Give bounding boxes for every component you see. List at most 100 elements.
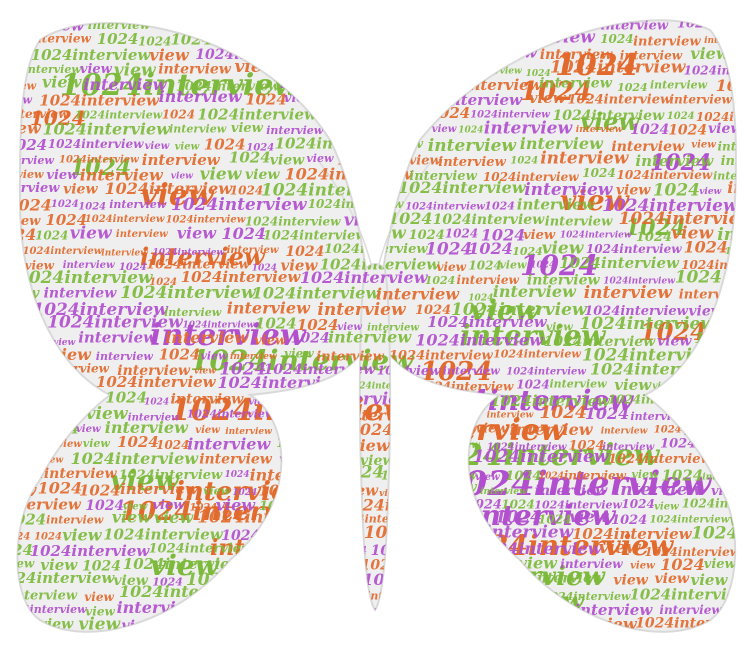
- word-cloud-word: 1024: [252, 264, 277, 274]
- word-cloud-word: 1024: [408, 621, 433, 631]
- word-cloud-word: 1024: [625, 215, 686, 241]
- word-cloud-word: 1024interview: [602, 196, 739, 216]
- word-cloud-word: view: [114, 60, 157, 80]
- word-cloud-word: 1024interview: [166, 215, 246, 226]
- word-cloud-word: 1024: [516, 378, 549, 392]
- word-cloud-word: interview: [581, 5, 639, 18]
- word-cloud-word: view: [708, 121, 743, 137]
- word-cloud-word: 1024: [0, 246, 20, 257]
- word-cloud-word: view: [331, 123, 359, 136]
- word-cloud-word: interview: [697, 406, 750, 424]
- word-cloud-word: 1024interview: [48, 137, 144, 151]
- word-cloud-word: interview: [230, 352, 277, 362]
- word-cloud-word: 1024interview: [190, 344, 414, 377]
- word-cloud-word: view: [239, 564, 261, 574]
- word-cloud-word: 1024: [0, 456, 17, 466]
- word-cloud-word: interview: [718, 140, 750, 154]
- word-cloud-word: 1024interview: [584, 304, 688, 319]
- word-cloud-word: 1024: [468, 259, 501, 273]
- right-antenna: [377, 159, 433, 269]
- word-cloud-word: 1024interview: [233, 20, 305, 30]
- word-cloud-word: interview: [227, 299, 311, 318]
- word-cloud-word: interview: [412, 629, 496, 648]
- word-cloud-word: interview: [150, 318, 307, 353]
- word-cloud-word: view: [112, 507, 153, 526]
- word-cloud-word: 1024: [737, 97, 750, 107]
- word-cloud-word: 1024: [660, 555, 705, 574]
- word-cloud-word: 1024: [326, 646, 365, 662]
- word-cloud-word: 1024: [51, 199, 79, 210]
- word-cloud-word: 1024: [502, 576, 527, 586]
- word-cloud-word: 1024: [3, 531, 31, 542]
- word-cloud-word: 1024interview: [39, 92, 160, 110]
- word-cloud-word: view: [201, 349, 229, 362]
- word-cloud-word: 1024: [82, 559, 121, 575]
- word-cloud-word: interview: [520, 134, 604, 153]
- word-cloud-word: 1024: [119, 262, 147, 273]
- word-cloud-word: view: [337, 322, 362, 333]
- word-cloud-word: 1024: [6, 136, 48, 154]
- word-cloud-word: 1024interview: [682, 497, 750, 511]
- word-cloud-word: 1024: [510, 156, 538, 167]
- word-cloud-word: interview: [426, 411, 478, 422]
- word-cloud-word: 1024: [415, 303, 451, 318]
- word-cloud-word: view: [470, 294, 540, 327]
- word-cloud-word: view: [691, 140, 716, 151]
- word-cloud-word: interview: [550, 378, 608, 391]
- word-cloud-word: interview: [44, 286, 118, 302]
- word-cloud-word: interview: [540, 149, 630, 169]
- word-cloud-word: view: [546, 320, 574, 333]
- word-cloud-word: 1024interview: [630, 586, 750, 604]
- word-cloud-word: 1024interview: [339, 636, 411, 646]
- word-cloud-word: view: [295, 532, 320, 543]
- word-cloud-word: interview: [88, 18, 151, 32]
- word-cloud-word: 1024interview: [88, 646, 209, 664]
- word-cloud-word: 1024interview: [506, 367, 586, 378]
- word-cloud-word: 1024interview: [590, 359, 719, 378]
- word-cloud-word: 1024: [585, 404, 630, 423]
- word-cloud-word: 1024: [219, 360, 266, 380]
- word-cloud-word: 1024: [582, 166, 615, 180]
- word-cloud-word: 1024interview: [579, 314, 716, 334]
- word-cloud-word: view: [306, 152, 334, 165]
- word-cloud-word: view: [476, 422, 509, 437]
- word-cloud-word: 1024interview: [30, 542, 151, 560]
- word-cloud-word: interview: [440, 23, 492, 34]
- word-cloud-word: 1024interview: [245, 214, 341, 228]
- word-cloud-word: 1024: [650, 150, 711, 176]
- word-cloud-word: 1024interview: [603, 276, 675, 286]
- word-cloud-word: interview: [560, 557, 623, 571]
- word-cloud-word: 1024: [0, 541, 33, 559]
- word-cloud-word: interview: [4, 375, 88, 394]
- word-cloud-word: interview: [635, 152, 714, 170]
- word-cloud-word: view: [632, 468, 660, 481]
- word-cloud-word: interview: [158, 61, 232, 77]
- word-cloud-word: 1024interview: [572, 525, 693, 543]
- word-cloud-word: view: [630, 561, 655, 572]
- word-cloud-word: view: [270, 153, 305, 169]
- word-cloud-word: 1024: [206, 604, 245, 620]
- word-cloud-word: 1024: [99, 0, 144, 19]
- word-cloud-word: 1024: [159, 346, 201, 364]
- word-cloud-word: view: [46, 168, 79, 183]
- word-cloud-word: 1024: [34, 532, 62, 543]
- word-cloud-word: interview: [142, 151, 221, 169]
- word-cloud-word: interview: [278, 406, 341, 420]
- word-cloud-word: view: [84, 590, 114, 604]
- word-cloud-word: view: [344, 210, 387, 230]
- word-cloud-word: 1024interview: [619, 209, 750, 229]
- word-cloud-word: 1024interview: [0, 63, 81, 76]
- word-cloud-word: interview: [500, 628, 579, 646]
- word-cloud-word: interview: [656, 651, 714, 664]
- word-cloud-word: 1024interview: [120, 283, 257, 303]
- word-cloud-word: 1024: [117, 433, 159, 451]
- word-cloud-word: interview: [398, 1, 461, 15]
- word-cloud-word: interview: [633, 35, 701, 50]
- word-cloud-word: 1024: [569, 438, 605, 453]
- word-cloud-word: 1024interview: [290, 37, 370, 48]
- word-cloud-word: interview: [109, 198, 167, 211]
- word-cloud-word: view: [325, 528, 358, 543]
- word-cloud-word: view: [499, 258, 527, 271]
- word-cloud-word: 1024: [735, 203, 750, 213]
- word-cloud-word: 1024: [400, 451, 439, 467]
